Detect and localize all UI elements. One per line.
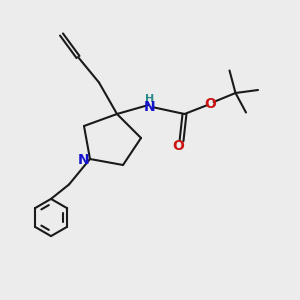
Text: H: H: [146, 94, 154, 104]
Text: O: O: [172, 140, 184, 153]
Text: N: N: [144, 100, 156, 114]
Text: N: N: [78, 154, 89, 167]
Text: O: O: [204, 97, 216, 110]
